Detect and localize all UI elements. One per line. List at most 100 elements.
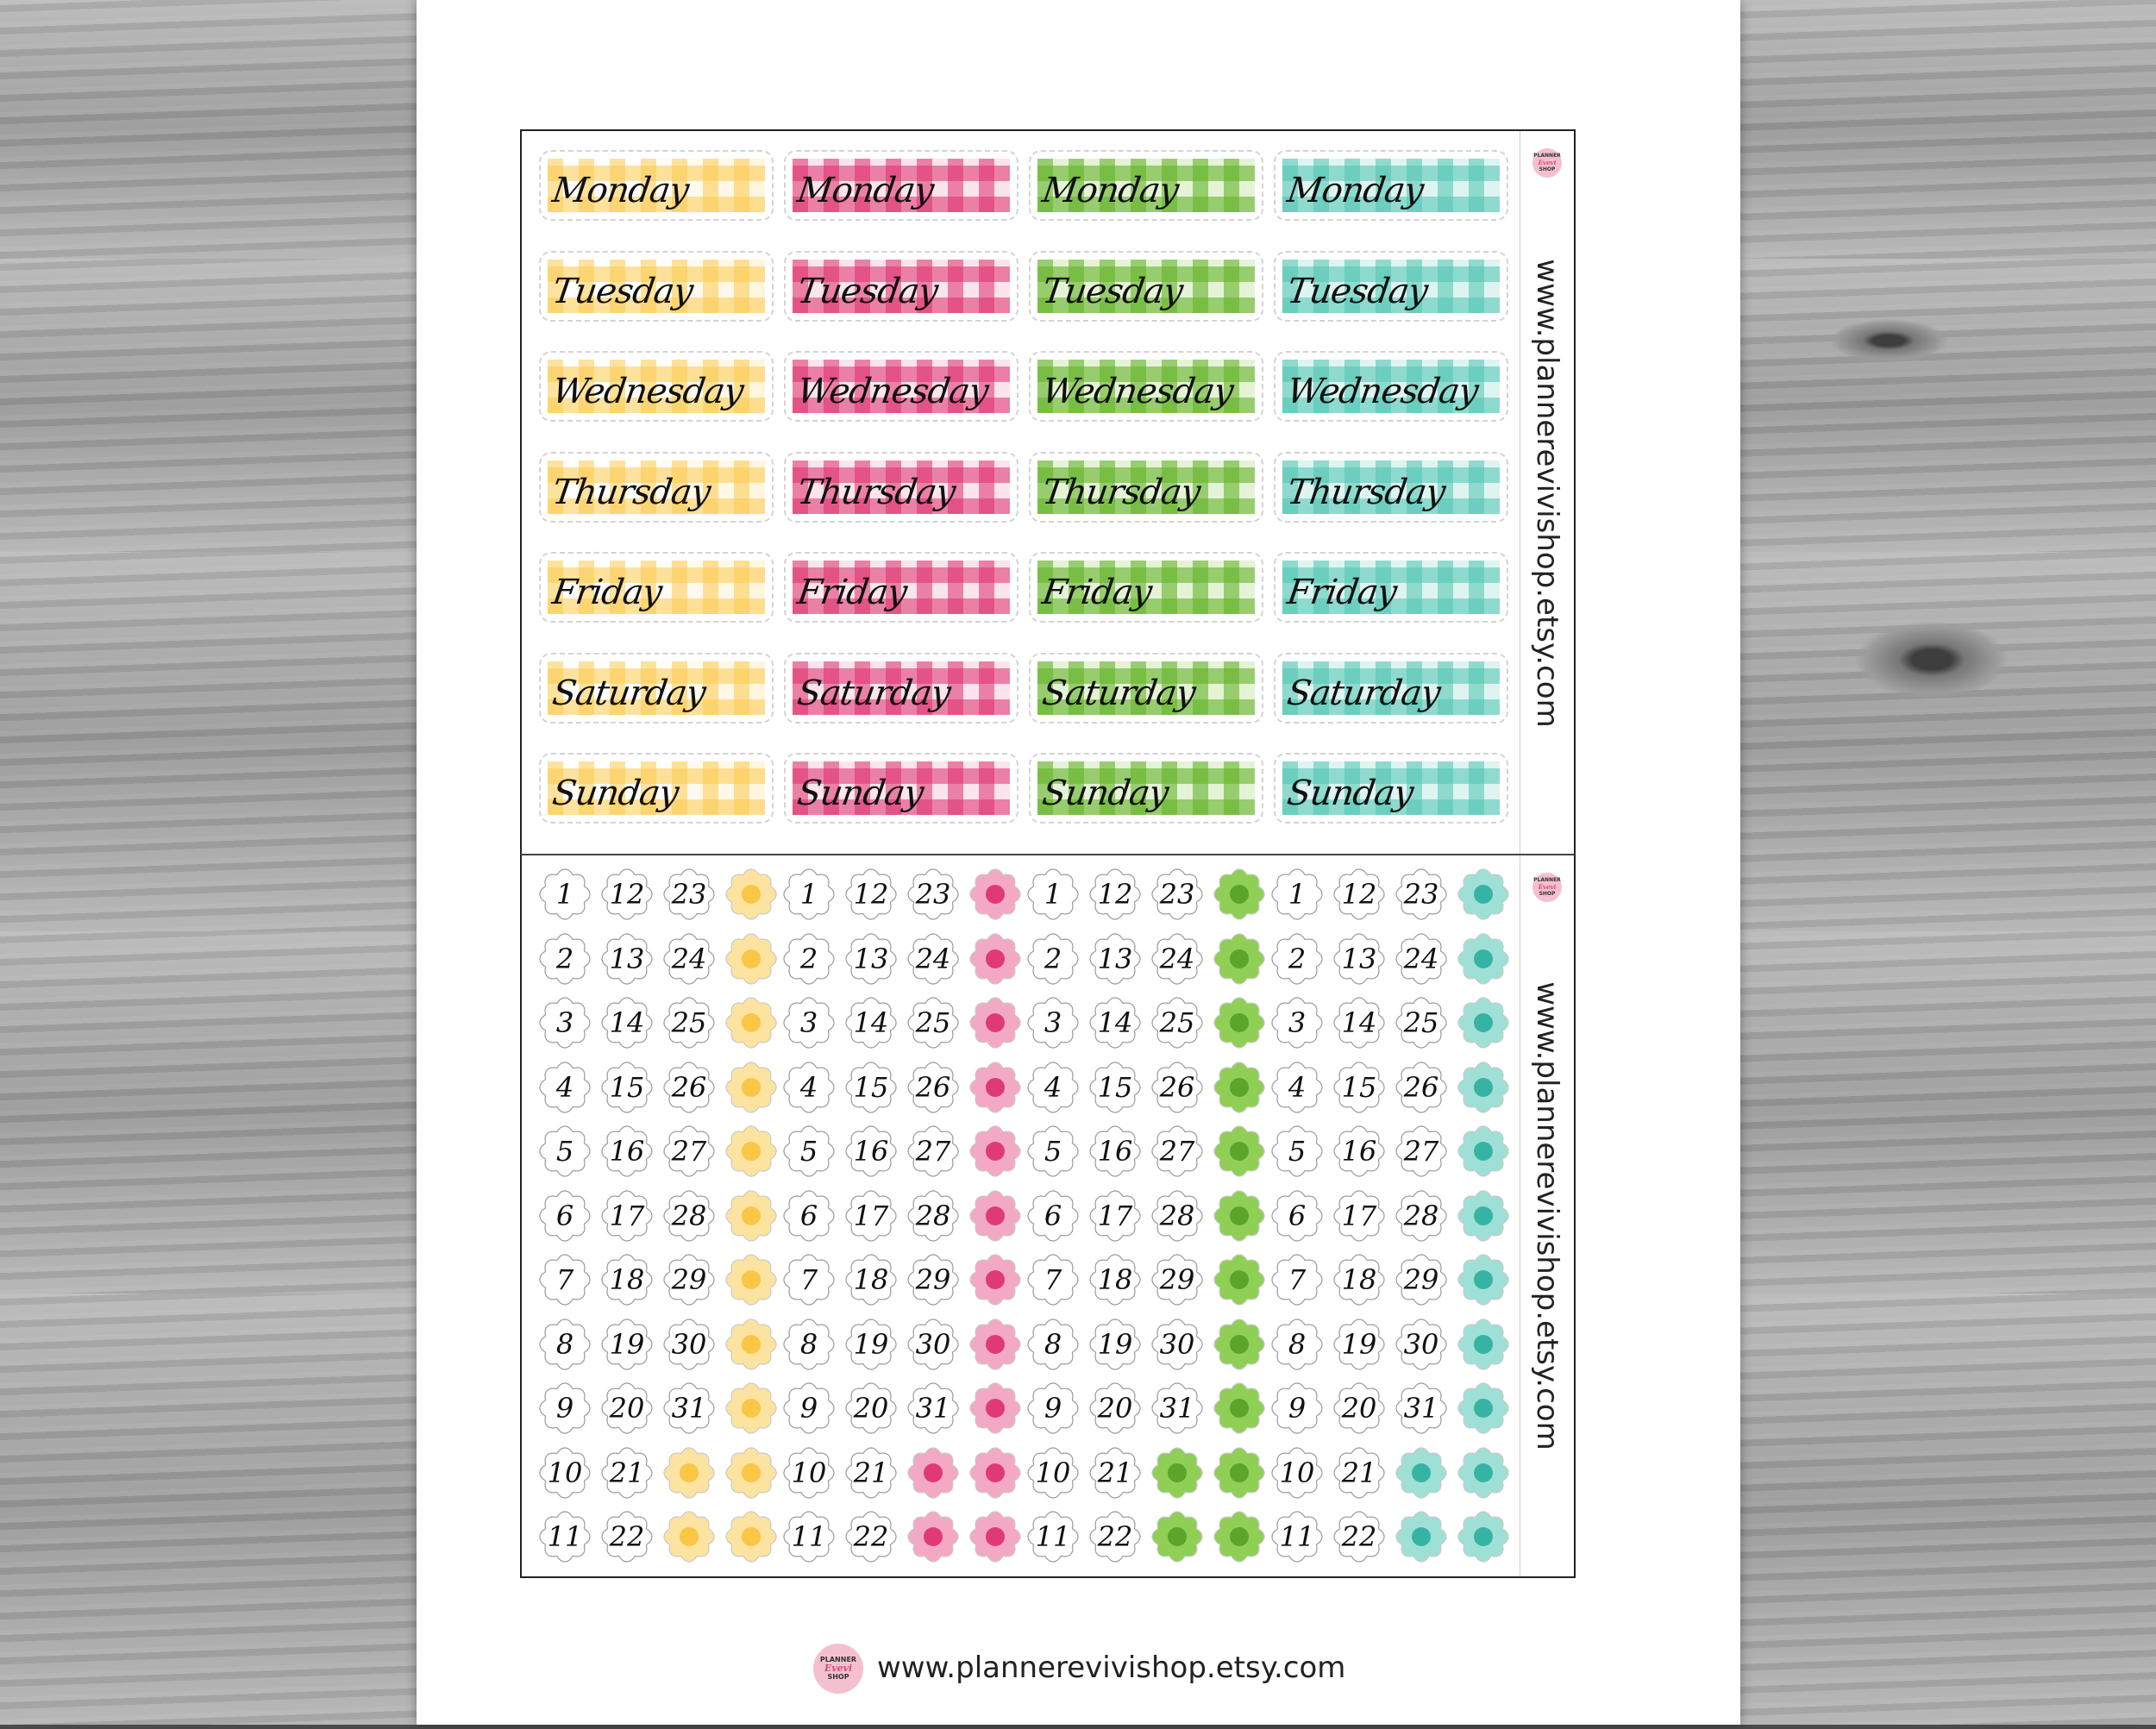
date-number: 1 [1288, 878, 1307, 911]
flower-shape [969, 932, 1021, 985]
flower-shape [783, 997, 835, 1049]
flower-center [1230, 1142, 1249, 1161]
flower-shape [969, 1254, 1021, 1306]
date-sticker-25: 25 [906, 996, 960, 1049]
flower-sticker-teal [1457, 1061, 1510, 1114]
flower-shape [845, 1446, 897, 1499]
date-sticker-1: 1 [1270, 868, 1324, 921]
flower-shape [539, 1318, 591, 1370]
flower-shape [783, 1382, 835, 1434]
date-number: 10 [1279, 1456, 1315, 1489]
day-label-text: Wednesday [549, 372, 746, 411]
flower-shape [1089, 1382, 1141, 1434]
gingham-pattern: Monday [1037, 159, 1255, 212]
date-sticker-23: 23 [662, 868, 716, 921]
flower-shape [1457, 1125, 1509, 1177]
flower-center [924, 1463, 943, 1482]
flower-center [1474, 949, 1493, 968]
flower-sticker-pink [968, 1061, 1022, 1114]
day-label-text: Saturday [1284, 673, 1443, 713]
flower-sticker-green [1150, 1446, 1204, 1500]
flower-shape [539, 1382, 591, 1434]
date-sticker-7: 7 [538, 1253, 592, 1306]
gingham-pattern: Monday [793, 159, 1010, 212]
date-sticker-25: 25 [1395, 996, 1448, 1049]
date-number: 4 [555, 1070, 574, 1104]
flower-center [1168, 1527, 1187, 1546]
date-number: 14 [1341, 1006, 1377, 1039]
date-sticker-15: 15 [844, 1061, 898, 1114]
date-sticker-26: 26 [1150, 1061, 1204, 1114]
day-label-friday-yellow: Friday [539, 552, 774, 623]
flower-center [986, 1463, 1005, 1482]
date-sticker-7: 7 [1270, 1253, 1324, 1306]
date-number: 14 [1097, 1006, 1133, 1039]
flower-center [986, 1077, 1005, 1097]
flower-shape [783, 1318, 835, 1370]
gingham-pattern: Saturday [548, 661, 765, 715]
date-number: 12 [1097, 878, 1133, 911]
flower-shape [845, 1511, 897, 1563]
flower-center [742, 885, 761, 904]
flower-center [1230, 1463, 1249, 1482]
date-sticker-11: 11 [538, 1510, 592, 1563]
date-number: 17 [1341, 1199, 1377, 1232]
date-sticker-26: 26 [662, 1061, 716, 1114]
date-sticker-23: 23 [906, 868, 960, 921]
flower-shape [783, 1189, 835, 1242]
flower-shape [1151, 1061, 1203, 1113]
date-number: 6 [799, 1199, 818, 1232]
day-label-sunday-green: Sunday [1029, 753, 1263, 824]
day-label-text: Sunday [1284, 774, 1416, 813]
date-sticker-10: 10 [1270, 1446, 1324, 1500]
date-number: 2 [1288, 942, 1307, 975]
date-sticker-5: 5 [1270, 1124, 1324, 1178]
flower-shape [1333, 1125, 1385, 1177]
flower-shape [1457, 1061, 1509, 1113]
gingham-pattern: Sunday [793, 761, 1010, 815]
date-number: 12 [1341, 878, 1377, 911]
flower-shape [601, 1254, 653, 1306]
date-number: 20 [1097, 1392, 1133, 1425]
flower-sticker-teal [1457, 1124, 1510, 1178]
date-sticker-19: 19 [844, 1318, 898, 1371]
flower-sticker-pink [968, 932, 1022, 986]
date-number: 19 [1341, 1327, 1377, 1361]
date-sticker-20: 20 [844, 1381, 898, 1435]
flower-sticker-yellow [724, 1510, 778, 1563]
flower-shape [1271, 868, 1323, 920]
date-sticker-21: 21 [1332, 1446, 1386, 1500]
date-sticker-29: 29 [662, 1253, 716, 1306]
date-sticker-8: 8 [1026, 1318, 1080, 1371]
flower-center [1474, 1270, 1493, 1289]
gingham-pattern: Wednesday [548, 360, 765, 413]
flower-sticker-green [1213, 1253, 1266, 1306]
date-sticker-9: 9 [782, 1381, 836, 1435]
date-number: 21 [853, 1456, 889, 1489]
flower-shape [601, 1446, 653, 1499]
flower-shape [601, 1061, 653, 1113]
day-label-text: Friday [1284, 573, 1399, 612]
date-sticker-3: 3 [1270, 996, 1324, 1049]
date-sticker-22: 22 [1088, 1510, 1142, 1563]
flower-shape [725, 1446, 777, 1499]
day-label-saturday-yellow: Saturday [539, 652, 774, 724]
flower-center [1474, 1206, 1493, 1225]
flower-shape [1457, 932, 1509, 985]
date-number: 1 [1044, 878, 1062, 911]
flower-shape [1151, 1125, 1203, 1177]
flower-center [680, 1463, 699, 1482]
date-sticker-16: 16 [1088, 1124, 1142, 1178]
flower-center [1230, 1334, 1249, 1354]
flower-center [1168, 1463, 1187, 1482]
date-number: 18 [1097, 1263, 1133, 1296]
flower-center [1230, 1270, 1249, 1289]
date-sticker-12: 12 [844, 868, 898, 921]
day-label-sunday-yellow: Sunday [539, 753, 774, 824]
gingham-pattern: Friday [548, 561, 765, 614]
date-sticker-12: 12 [1332, 868, 1386, 921]
day-label-text: Tuesday [1039, 271, 1185, 311]
date-sticker-6: 6 [782, 1189, 836, 1243]
flower-sticker-yellow [662, 1510, 716, 1563]
flower-shape [1457, 997, 1509, 1049]
